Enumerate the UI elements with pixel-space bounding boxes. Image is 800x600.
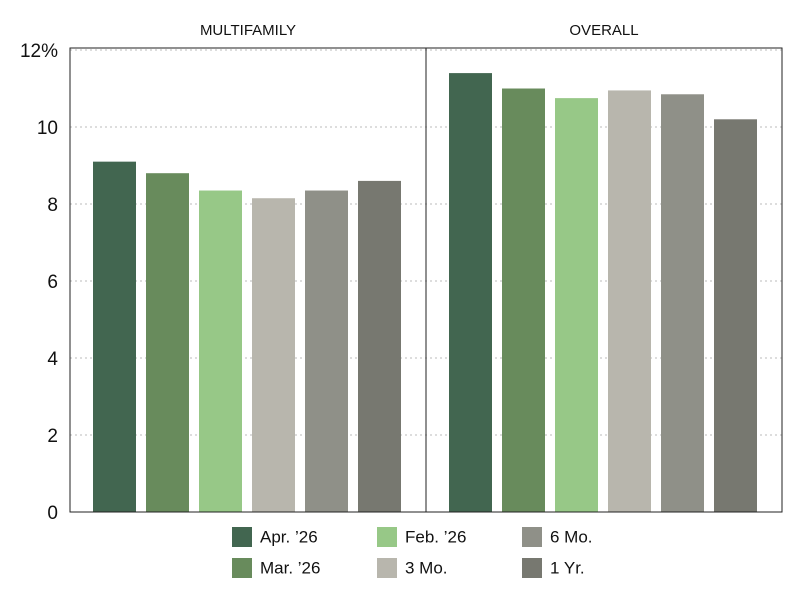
legend-label: Mar. ’26 xyxy=(260,558,320,577)
panel-title: OVERALL xyxy=(569,22,638,39)
legend-label: 1 Yr. xyxy=(550,558,585,577)
bar xyxy=(199,190,242,512)
bar xyxy=(661,94,704,513)
y-tick-label: 6 xyxy=(47,272,58,293)
bar xyxy=(502,88,545,512)
bar xyxy=(93,161,136,512)
bar xyxy=(146,173,189,512)
bar xyxy=(449,73,492,512)
plot-frame xyxy=(69,47,783,513)
bar xyxy=(358,180,401,512)
y-tick-label: 4 xyxy=(47,349,58,370)
legend-swatch xyxy=(232,558,252,578)
legend-label: Feb. ’26 xyxy=(405,527,466,546)
legend-label: 6 Mo. xyxy=(550,527,593,546)
y-tick-label: 2 xyxy=(47,426,58,447)
panel-title: MULTIFAMILY xyxy=(200,22,296,39)
legend-swatch xyxy=(522,558,542,578)
bar xyxy=(714,119,757,513)
bar xyxy=(555,98,598,512)
y-tick-label: 12% xyxy=(20,41,58,62)
legend-label: 3 Mo. xyxy=(405,558,448,577)
legend-label: Apr. ’26 xyxy=(260,527,318,546)
y-tick-label: 0 xyxy=(47,503,58,524)
bar xyxy=(305,190,348,512)
legend-swatch xyxy=(377,558,397,578)
legend-swatch xyxy=(377,527,397,547)
bar xyxy=(608,90,651,513)
y-tick-label: 10 xyxy=(37,118,58,139)
y-tick-label: 8 xyxy=(47,195,58,216)
bar xyxy=(252,198,295,512)
legend-swatch xyxy=(522,527,542,547)
legend-swatch xyxy=(232,527,252,547)
